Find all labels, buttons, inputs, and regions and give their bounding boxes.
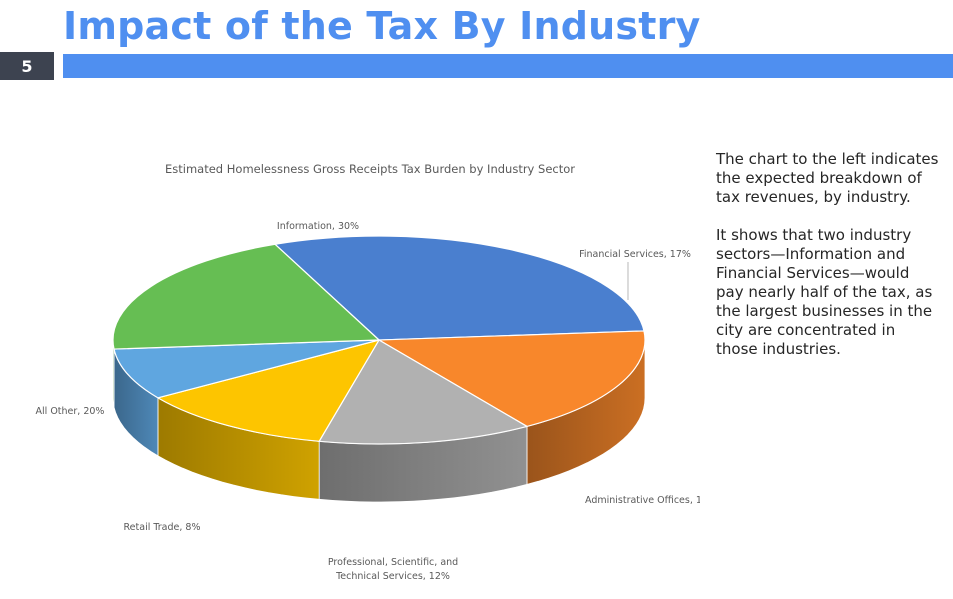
data-label-professional-line-1: Professional, Scientific, and <box>328 557 458 568</box>
pie-slice-administrative-offices <box>318 339 528 445</box>
data-label-financial-services: Financial Services, 17% <box>579 249 691 260</box>
slide-title: Impact of the Tax By Industry <box>63 4 701 48</box>
data-label-retail-trade: Retail Trade, 8% <box>124 522 201 533</box>
data-label-information: Information, 30% <box>277 221 359 232</box>
chart-title: Estimated Homelessness Gross Receipts Ta… <box>165 162 575 176</box>
slide-number: 5 <box>0 52 54 80</box>
pie-chart: Estimated Homelessness Gross Receipts Ta… <box>36 162 700 582</box>
pie-depth <box>112 339 646 503</box>
description-paragraph-1: The chart to the left indicates the expe… <box>716 150 939 206</box>
data-label-administrative-offices: Administrative Offices, 13% <box>585 495 700 506</box>
pie-slice-financial-services <box>378 330 646 428</box>
description-text: The chart to the left indicates the expe… <box>716 150 941 378</box>
data-label-professional-line-2: Technical Services, 12% <box>335 571 450 582</box>
pie-slice-all-other <box>112 243 380 350</box>
pie-slice-retail-trade <box>113 339 380 399</box>
pie-slice-information <box>274 235 645 341</box>
data-label-all-other: All Other, 20% <box>36 406 105 417</box>
pie-slice-professional-scientific-and-technical-services <box>157 339 380 442</box>
description-paragraph-2: It shows that two industry sectors—Infor… <box>716 226 933 358</box>
title-accent-bar <box>63 54 953 78</box>
pie-top <box>112 235 646 445</box>
